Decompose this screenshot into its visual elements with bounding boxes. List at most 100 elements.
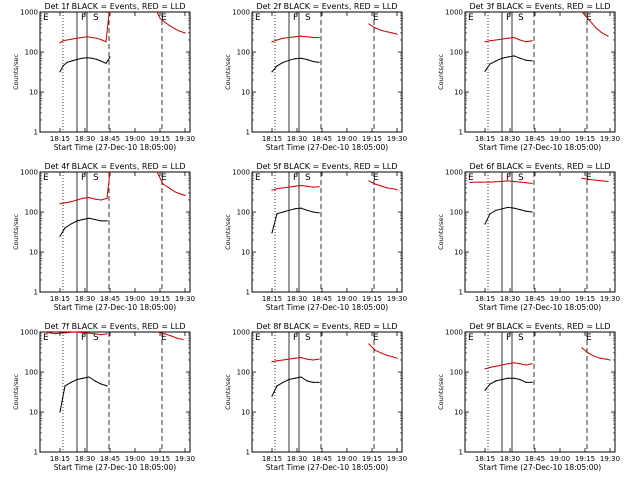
data-point-lld <box>386 354 388 356</box>
data-point-events <box>507 206 509 208</box>
flag-label: S <box>93 333 99 343</box>
data-point-lld <box>156 11 158 13</box>
flag-label: E <box>468 173 474 183</box>
y-tick-label: 1000 <box>232 169 250 177</box>
data-point-lld <box>479 181 481 183</box>
data-point-lld <box>513 180 515 183</box>
data-point-lld <box>276 39 278 41</box>
data-point-lld <box>62 40 64 42</box>
data-point-lld <box>54 333 56 335</box>
data-point-events <box>288 59 290 61</box>
series-line-events <box>59 56 111 73</box>
plot-frame <box>464 331 616 453</box>
x-tick-label: 19:15 <box>575 455 595 463</box>
y-tick-label: 1000 <box>232 329 250 337</box>
series-line-lld <box>44 331 108 336</box>
data-point-lld <box>531 363 533 365</box>
data-point-lld <box>84 332 86 334</box>
data-point-lld <box>288 358 290 360</box>
data-point-lld <box>312 36 314 39</box>
data-point-events <box>495 60 497 62</box>
series-line-events <box>484 206 533 225</box>
x-tick-label: 18:15 <box>475 455 495 463</box>
data-point-lld <box>599 357 601 359</box>
y-tick-label: 1 <box>246 449 250 457</box>
data-point-lld <box>501 364 503 366</box>
y-tick-label: 100 <box>237 49 250 57</box>
data-point-events <box>64 385 66 387</box>
data-point-lld <box>306 185 308 187</box>
data-point-lld <box>374 27 376 29</box>
x-tick-label: 18:15 <box>475 295 495 303</box>
series-line-events <box>59 217 107 237</box>
data-point-lld <box>589 178 591 181</box>
data-point-lld <box>581 347 583 349</box>
data-point-events <box>294 58 296 60</box>
chart-title: Det 9f BLACK = Events, RED = LLD <box>469 322 610 331</box>
data-point-lld <box>300 35 302 37</box>
y-axis-label: Counts/sec <box>12 374 20 410</box>
data-point-lld <box>484 368 486 370</box>
data-point-events <box>62 65 64 67</box>
data-point-lld <box>593 355 595 357</box>
data-point-lld <box>380 185 382 187</box>
data-point-events <box>501 208 503 210</box>
series-line-lld <box>156 171 186 196</box>
x-tick-label: 19:30 <box>600 455 620 463</box>
chart-title: Det 1f BLACK = Events, RED = LLD <box>44 2 185 11</box>
data-point-events <box>59 411 61 413</box>
chart-panel-7: Det 7f BLACK = Events, RED = LLD 1 10 100 10… <box>12 322 195 472</box>
series-line-lld <box>581 11 609 37</box>
x-tick-label: 18:45 <box>312 455 332 463</box>
data-point-events <box>100 220 102 222</box>
y-tick-label: 1000 <box>232 9 250 17</box>
data-point-lld <box>180 193 182 195</box>
y-axis-label: Counts/sec <box>437 374 445 410</box>
data-point-lld <box>88 196 90 199</box>
y-tick-label: 10 <box>241 89 250 97</box>
data-point-lld <box>519 363 521 365</box>
data-point-lld <box>396 189 398 191</box>
series-line-lld <box>368 343 398 359</box>
x-tick-label: 18:45 <box>100 135 120 143</box>
series-line-lld <box>581 347 611 361</box>
data-point-lld <box>392 188 394 190</box>
data-point-events <box>312 381 314 383</box>
plot-frame <box>39 331 191 453</box>
y-tick-label: 10 <box>454 409 463 417</box>
data-point-lld <box>507 180 509 182</box>
data-point-lld <box>484 41 486 43</box>
chart-panel-6: Det 6f BLACK = Events, RED = LLD 1 10 100 10… <box>437 162 620 312</box>
data-point-lld <box>374 183 376 185</box>
data-point-events <box>519 57 521 59</box>
y-tick-label: 1 <box>246 289 250 297</box>
data-point-events <box>318 381 320 383</box>
data-point-events <box>288 209 290 211</box>
x-tick-label: 19:30 <box>387 295 407 303</box>
flag-label: S <box>93 173 99 183</box>
data-point-lld <box>581 177 583 179</box>
x-tick-label: 18:30 <box>287 295 307 303</box>
x-tick-label: 18:45 <box>100 295 120 303</box>
data-point-events <box>300 376 302 378</box>
data-point-lld <box>318 36 320 39</box>
data-point-events <box>100 383 102 385</box>
x-axis-label: Start Time (27-Dec-10 18:05:00) <box>266 303 388 312</box>
data-point-events <box>294 377 296 379</box>
y-tick-label: 100 <box>25 369 38 377</box>
x-tick-label: 19:30 <box>387 135 407 143</box>
data-point-lld <box>525 182 527 184</box>
data-point-events <box>76 58 78 61</box>
data-point-events <box>484 70 486 72</box>
data-point-events <box>525 210 527 212</box>
flag-label: E <box>161 173 167 183</box>
data-point-lld <box>312 186 314 188</box>
data-point-events <box>519 209 521 211</box>
data-point-lld <box>105 41 107 43</box>
data-point-lld <box>71 38 73 40</box>
y-tick-label: 100 <box>25 209 38 217</box>
data-point-lld <box>76 199 78 201</box>
y-tick-label: 1 <box>34 129 38 137</box>
data-point-lld <box>106 197 108 199</box>
data-point-events <box>59 71 61 73</box>
